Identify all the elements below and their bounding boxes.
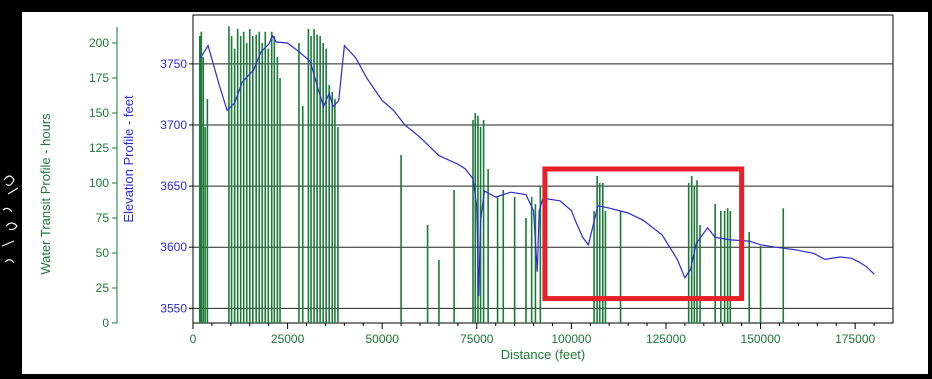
left-tick-label: 200 — [89, 36, 109, 50]
x-tick-label: 0 — [190, 332, 197, 346]
x-axis-title: Distance (feet) — [501, 347, 586, 362]
left-tick-label: 50 — [96, 246, 110, 260]
x-tick-label: 75000 — [460, 332, 494, 346]
left-tick-label: 150 — [89, 106, 109, 120]
elevation-tick-label: 3650 — [160, 179, 187, 193]
elevation-tick-label: 3750 — [160, 57, 187, 71]
left-axis-title: Water Transit Profile - hours — [38, 113, 53, 275]
left-tick-label: 125 — [89, 141, 109, 155]
chart-panel: 0 25 50 75 100 125 150 175 200 3550 3600 3650 3700 37… — [22, 12, 928, 374]
left-tick-label: 75 — [96, 211, 110, 225]
elevation-line — [200, 34, 875, 297]
left-tick-label: 25 — [96, 281, 110, 295]
right-axis-title: Elevation Profile - feet — [121, 95, 136, 223]
x-tick-label: 125000 — [646, 332, 686, 346]
chart-svg: 0 25 50 75 100 125 150 175 200 3550 3600 3650 3700 37… — [38, 14, 894, 362]
x-tick-label: 25000 — [271, 332, 305, 346]
elevation-tick-label: 3700 — [160, 118, 187, 132]
elevation-tick-label: 3600 — [160, 240, 187, 254]
elevation-series — [200, 34, 875, 297]
margin-handwriting — [1, 175, 19, 264]
axis-labels-layer: 0 25 50 75 100 125 150 175 200 3550 3600 3650 3700 37… — [38, 36, 876, 362]
elevation-tick-label: 3550 — [160, 301, 187, 315]
x-tick-label: 50000 — [366, 332, 400, 346]
left-tick-label: 0 — [102, 316, 109, 330]
x-tick-label: 175000 — [835, 332, 875, 346]
transit-series — [199, 26, 785, 323]
highlight-box — [542, 166, 745, 302]
x-tick-label: 150000 — [741, 332, 781, 346]
left-tick-label: 100 — [89, 176, 109, 190]
x-tick-label: 100000 — [551, 332, 591, 346]
highlight-layer — [542, 166, 745, 302]
left-tick-label: 175 — [89, 71, 109, 85]
axes-layer — [112, 27, 875, 329]
